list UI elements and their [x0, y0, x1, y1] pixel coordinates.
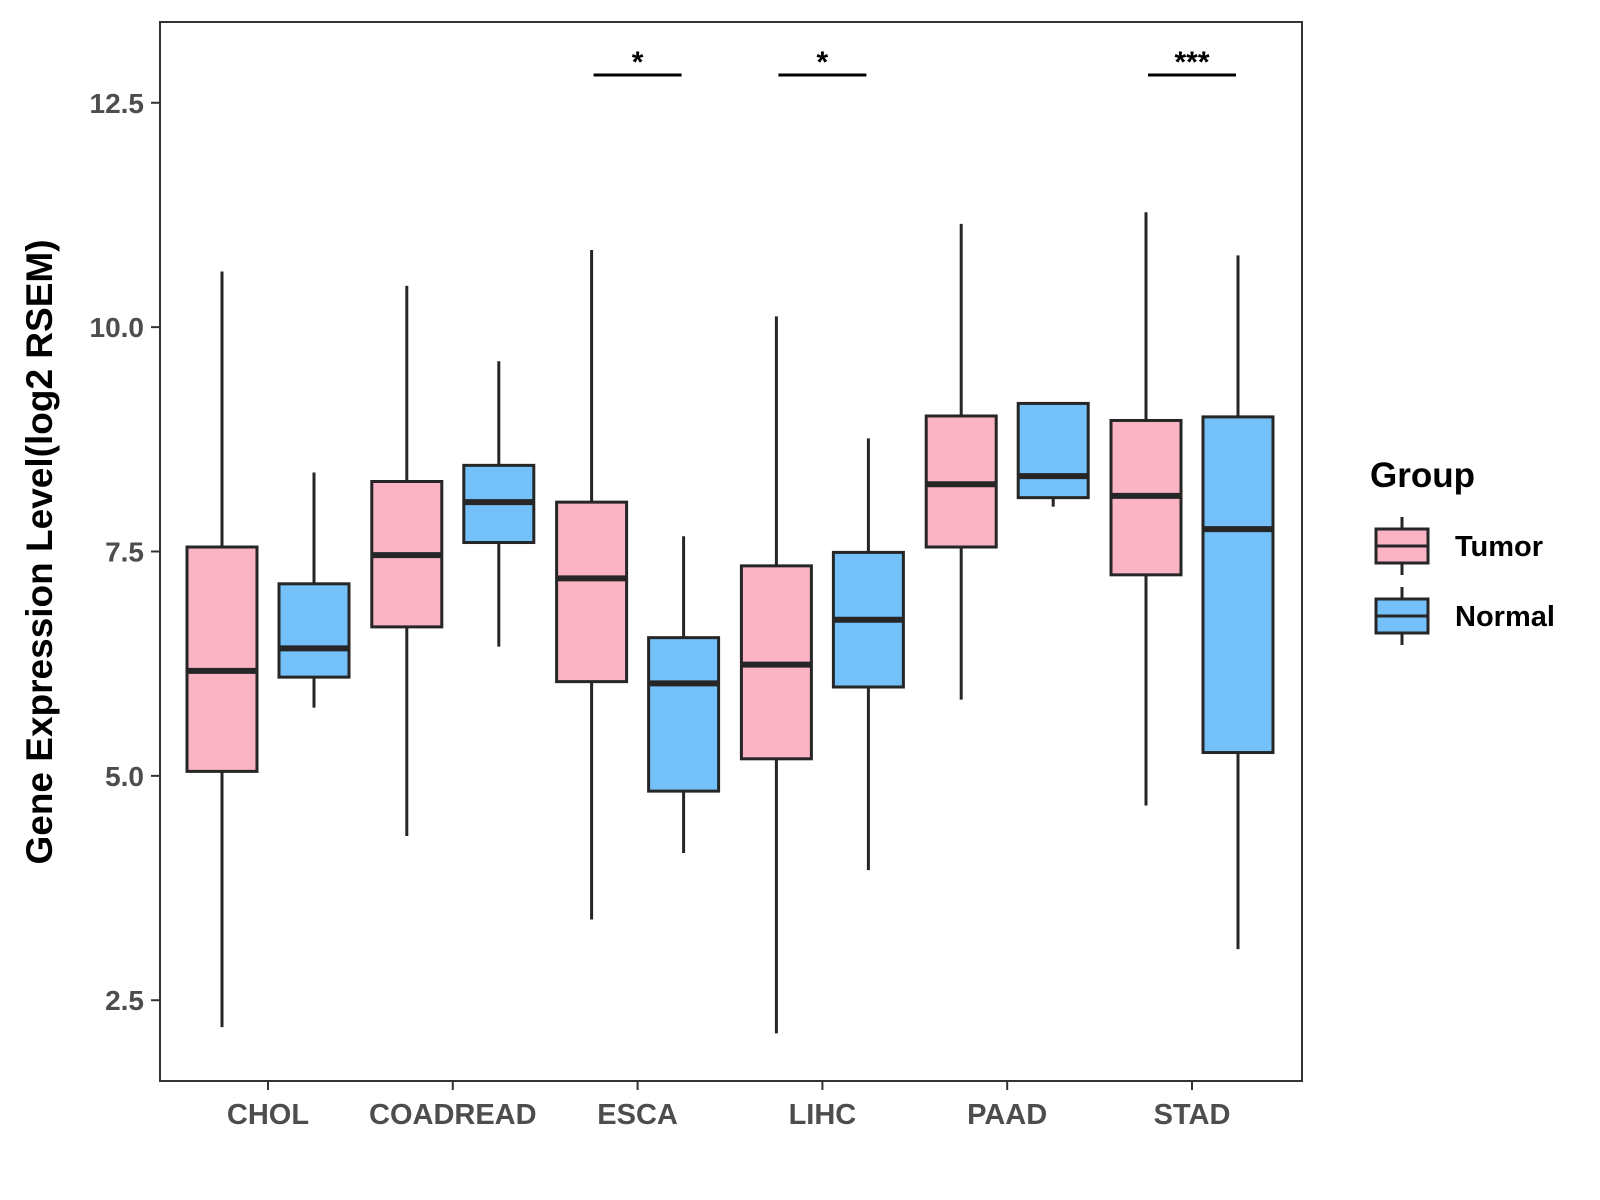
box-body [555, 500, 629, 684]
legend-title: Group [1370, 456, 1475, 495]
y-tick-label: 12.5 [90, 88, 145, 119]
y-axis-title: Gene Expression Level(log2 RSEM) [19, 239, 60, 864]
box-normal-stad [1201, 255, 1275, 950]
x-tick-label-paad: PAAD [967, 1099, 1047, 1131]
legend: Group Tumor Normal [1370, 456, 1555, 645]
x-tick-label-stad: STAD [1154, 1099, 1231, 1131]
legend-key-normal [1374, 587, 1430, 645]
box-tumor-esca [555, 249, 629, 920]
x-tick-label-coadread: COADREAD [369, 1099, 537, 1131]
box-normal-esca [647, 536, 721, 854]
legend-key-tumor [1374, 517, 1430, 575]
box-tumor-coadread [370, 285, 444, 836]
box-body [1016, 401, 1090, 500]
y-tick-label: 5.0 [105, 761, 144, 792]
box-tumor-stad [1109, 212, 1183, 806]
box-tumor-paad [924, 223, 998, 700]
box-normal-chol [277, 472, 351, 708]
x-tick-label-chol: CHOL [227, 1099, 309, 1131]
legend-label-normal: Normal [1455, 601, 1555, 633]
box-normal-lihc [831, 438, 905, 871]
box-body [185, 545, 259, 773]
box-normal-paad [1016, 401, 1090, 507]
plot-area: 2.5 5.0 7.5 10.0 12.5 CHOL COADREAD ESCA LIHC PAA… [90, 21, 1303, 1131]
x-tick-label-lihc: LIHC [789, 1099, 857, 1131]
box-body [647, 636, 721, 793]
legend-label-tumor: Tumor [1455, 531, 1543, 563]
box-tumor-chol [185, 271, 259, 1028]
significance-label-esca: * [632, 46, 644, 79]
box-body [277, 582, 351, 679]
y-tick-label: 10.0 [90, 312, 145, 343]
box-tumor-lihc [739, 316, 813, 1034]
y-tick-label: 7.5 [105, 537, 144, 568]
significance-label-stad: *** [1174, 46, 1209, 79]
box-body [1201, 415, 1275, 755]
significance-label-lihc: * [817, 46, 829, 79]
y-tick-label: 2.5 [105, 985, 144, 1016]
x-tick-label-esca: ESCA [597, 1099, 678, 1131]
box-normal-coadread [462, 361, 536, 647]
